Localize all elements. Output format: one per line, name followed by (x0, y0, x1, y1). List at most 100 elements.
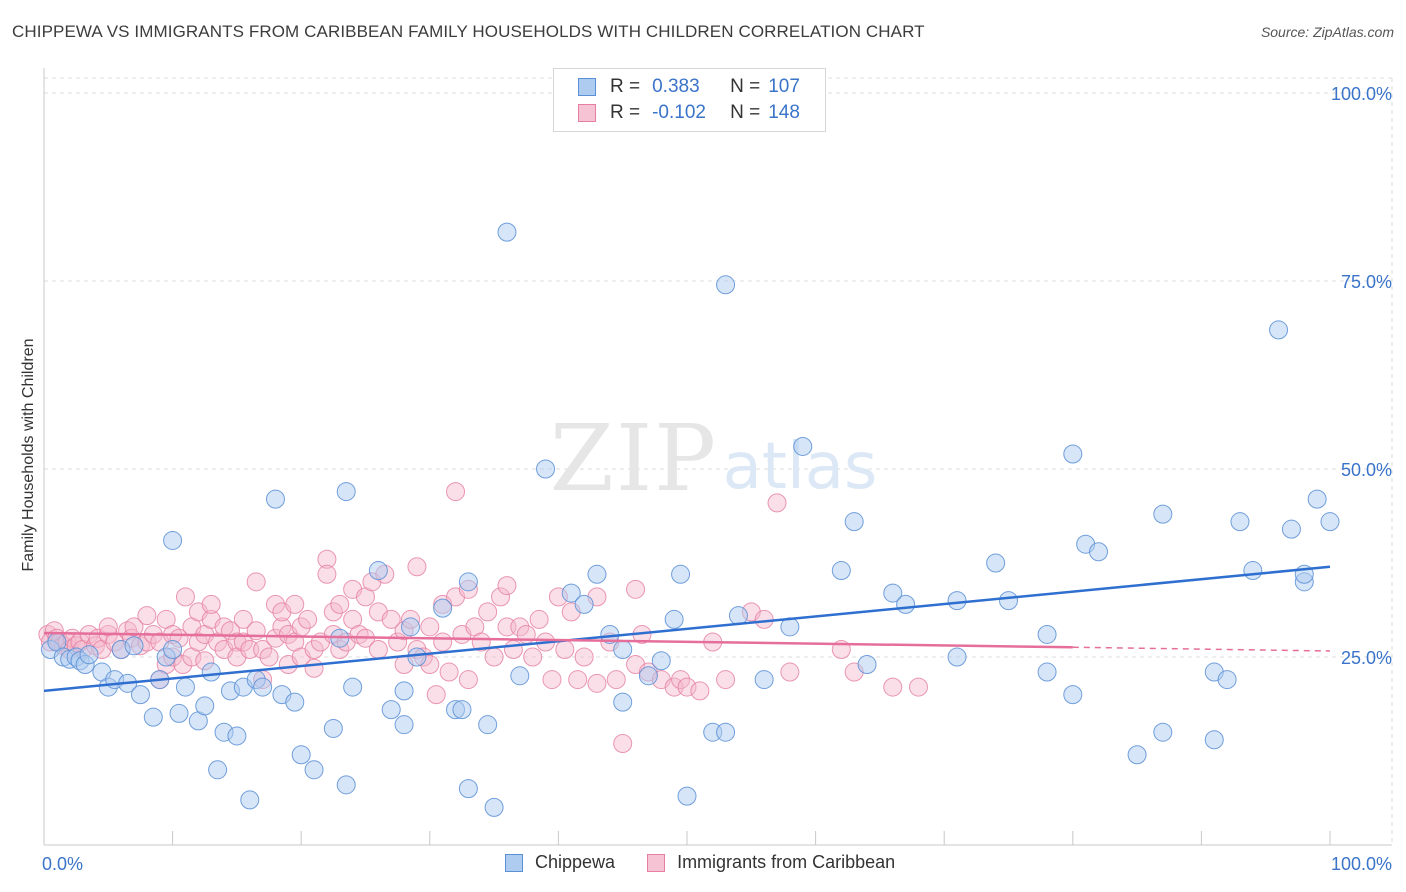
legend-n-label: N = (730, 76, 761, 97)
caribbean-point (478, 602, 498, 622)
chippewa-point (574, 594, 594, 614)
chippewa-point (79, 645, 99, 665)
chippewa-point (1320, 512, 1340, 532)
chippewa-point (336, 775, 356, 795)
caribbean-trend-extension (1072, 646, 1331, 652)
correlation-legend: R = 0.383 N = 107 R = -0.102 N = 148 (553, 68, 826, 132)
chippewa-point (175, 677, 195, 697)
chippewa-point (638, 666, 658, 686)
chippewa-point (484, 797, 504, 817)
series-legend: Chippewa Immigrants from Caribbean (505, 852, 927, 873)
caribbean-point (555, 639, 575, 659)
chippewa-point (677, 786, 697, 806)
caribbean-point (433, 632, 453, 652)
chippewa-point (671, 564, 691, 584)
chippewa-point (253, 677, 273, 697)
chippewa-point (401, 617, 421, 637)
y-tick-label: 100.0% (1331, 84, 1392, 104)
caribbean-point (317, 549, 337, 569)
caribbean-point (188, 632, 208, 652)
caribbean-point (323, 602, 343, 622)
tick-labels: 25.0% 50.0% 75.0% 100.0% 0.0% 100.0% (42, 84, 1392, 874)
chippewa-point (1217, 670, 1237, 690)
caribbean-point (568, 670, 588, 690)
chippewa-point (510, 666, 530, 686)
chart-title: CHIPPEWA VS IMMIGRANTS FROM CARIBBEAN FA… (12, 22, 925, 41)
chippewa-point (323, 718, 343, 738)
chippewa-point (478, 715, 498, 735)
caribbean-point (265, 628, 285, 648)
caribbean-point (285, 594, 305, 614)
legend-n-value: 107 (768, 76, 800, 97)
chippewa-points (40, 222, 1340, 817)
chippewa-point (613, 639, 633, 659)
caribbean-point (503, 639, 523, 659)
caribbean-point (574, 647, 594, 667)
chippewa-point (1037, 662, 1057, 682)
y-tick-label: 75.0% (1341, 272, 1392, 292)
chippewa-point (208, 760, 228, 780)
caribbean-point (298, 609, 318, 629)
chippewa-point (130, 685, 150, 705)
caribbean-point (407, 557, 427, 577)
legend-item-caribbean[interactable]: Immigrants from Caribbean (647, 852, 895, 873)
chippewa-point (343, 677, 363, 697)
x-tick-label-max: 100.0% (1331, 854, 1392, 874)
caribbean-point (613, 733, 633, 753)
trend-lines (43, 565, 1331, 693)
chippewa-point (1127, 745, 1147, 765)
caribbean-point (420, 617, 440, 637)
chippewa-point (452, 700, 472, 720)
caribbean-point (471, 632, 491, 652)
chippewa-point (1204, 730, 1224, 750)
chippewa-point (163, 530, 183, 550)
chippewa-point (831, 561, 851, 581)
chippewa-point (857, 655, 877, 675)
chippewa-point (896, 594, 916, 614)
caribbean-point (246, 572, 266, 592)
chippewa-point (1153, 722, 1173, 742)
chippewa-point (124, 636, 144, 656)
chippewa-point (285, 692, 305, 712)
legend-label: Chippewa (535, 852, 616, 872)
legend-r-value: 0.383 (652, 76, 700, 97)
caribbean-point (883, 677, 903, 697)
y-tick-label: 25.0% (1341, 648, 1392, 668)
legend-row-caribbean: R = -0.102 N = 148 (578, 101, 800, 125)
caribbean-point (426, 685, 446, 705)
chippewa-point (587, 564, 607, 584)
chippewa-point (986, 553, 1006, 573)
caribbean-point (523, 647, 543, 667)
legend-r-label: R = (610, 76, 641, 97)
caribbean-point (304, 639, 324, 659)
chippewa-point (947, 647, 967, 667)
caribbean-point (439, 662, 459, 682)
legend-row-chippewa: R = 0.383 N = 107 (578, 75, 800, 99)
caribbean-point (767, 493, 787, 513)
caribbean-point (497, 576, 517, 596)
chippewa-point (368, 561, 388, 581)
chippewa-point (1063, 444, 1083, 464)
caribbean-point (908, 677, 928, 697)
chippewa-point (999, 591, 1018, 611)
caribbean-point (137, 606, 157, 626)
legend-swatch-blue (578, 78, 596, 96)
caribbean-point (233, 632, 253, 652)
caribbean-point (677, 677, 697, 697)
chippewa-point (458, 779, 478, 799)
caribbean-point (491, 587, 511, 607)
chippewa-point (381, 700, 401, 720)
chippewa-point (394, 715, 414, 735)
chippewa-point (1307, 489, 1327, 509)
legend-n-label: N = (730, 102, 761, 123)
legend-item-chippewa[interactable]: Chippewa (505, 852, 615, 873)
chippewa-point (433, 598, 453, 618)
chippewa-point (1281, 519, 1301, 539)
chippewa-point (1037, 624, 1057, 644)
caribbean-point (124, 617, 144, 637)
legend-swatch-blue (505, 853, 523, 872)
x-tick-label-min: 0.0% (42, 854, 83, 874)
chippewa-point (195, 696, 215, 716)
chippewa-point (143, 707, 163, 727)
